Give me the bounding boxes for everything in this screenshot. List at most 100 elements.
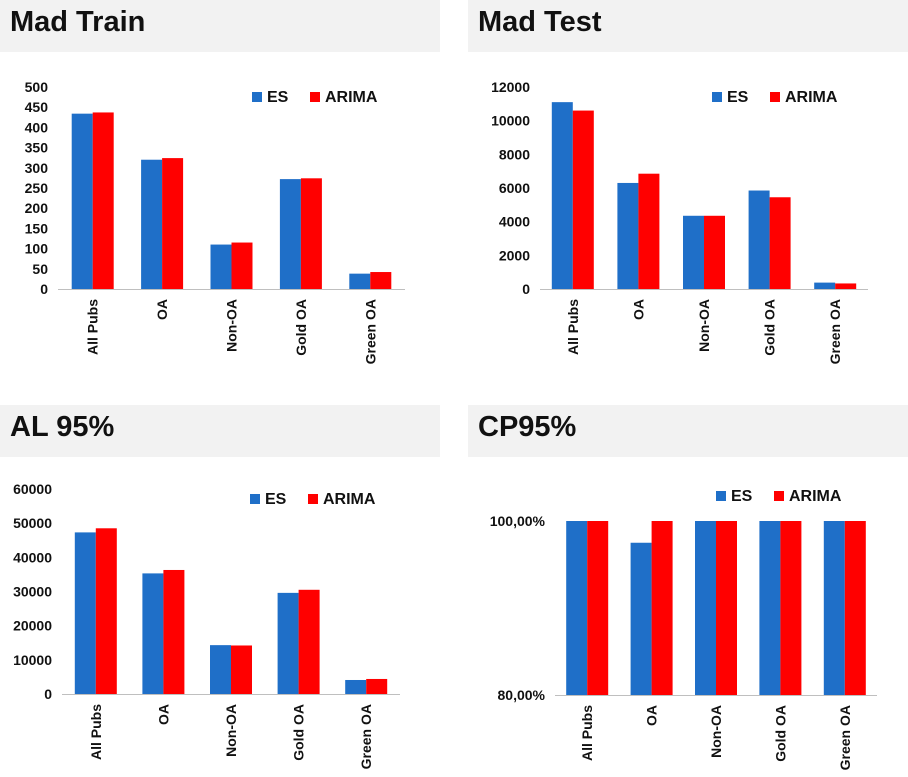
bar-es: [566, 521, 588, 695]
bar-es: [345, 679, 367, 694]
y-tick-label: 100: [25, 241, 49, 257]
bar-es: [71, 113, 93, 289]
bar-arima: [651, 521, 673, 695]
y-tick-label: 350: [25, 140, 49, 156]
legend-label-es: ES: [267, 89, 289, 106]
bar-es: [349, 273, 371, 289]
bar-arima: [95, 528, 117, 694]
chart-panel-al95: AL 95% 60000 50000 40000 30000 20000 10000 0 Al…: [0, 405, 440, 769]
bar-arima: [835, 283, 857, 289]
x-tick-label: OA: [155, 704, 171, 725]
bar-es: [279, 179, 301, 289]
y-tick-label: 300: [25, 160, 49, 176]
bar-arima: [300, 178, 322, 289]
chart-title: CP95%: [478, 411, 577, 443]
x-tick-label: Green OA: [837, 705, 853, 770]
bar-arima: [780, 521, 802, 695]
chart-header: AL 95%: [0, 405, 440, 457]
chart-panel-cp95: CP95% 100,00% 80,00% All Pubs OA Non-OA Gold …: [468, 405, 908, 770]
legend-label-arima: ARIMA: [785, 89, 838, 106]
x-tick-label: Gold OA: [772, 705, 788, 762]
bar-es: [210, 244, 232, 289]
bar-arima: [769, 197, 791, 289]
y-tick-label: 80,00%: [498, 687, 546, 703]
y-tick-label: 40000: [13, 549, 52, 565]
bar-es: [683, 215, 704, 289]
bar-es: [141, 159, 163, 289]
x-tick-label: All Pubs: [579, 705, 595, 761]
x-tick-label: All Pubs: [85, 299, 101, 355]
chart-header: CP95%: [468, 405, 908, 457]
y-tick-label: 60000: [13, 481, 52, 497]
bar-arima: [366, 678, 388, 694]
legend-swatch-arima: [774, 491, 784, 501]
bar-arima: [572, 110, 594, 289]
x-tick-label: Non-OA: [223, 704, 239, 757]
y-tick-label: 200: [25, 200, 49, 216]
bar-es: [630, 542, 652, 695]
y-tick-label: 20000: [13, 618, 52, 634]
legend-label-es: ES: [265, 491, 287, 508]
chart-panel-mad-train: Mad Train 500 450 400 350 300 250 200 150 100 50 0…: [0, 0, 440, 364]
y-tick-label: 12000: [491, 79, 530, 95]
bar-es: [823, 521, 845, 695]
bar-es: [74, 532, 96, 694]
x-tick-label: OA: [154, 299, 170, 320]
y-tick-label: 0: [40, 281, 48, 297]
x-tick-label: Non-OA: [224, 299, 240, 352]
y-tick-label: 250: [25, 180, 49, 196]
x-tick-label: OA: [630, 299, 646, 320]
y-tick-label: 0: [44, 686, 52, 702]
x-tick-label: All Pubs: [88, 704, 104, 760]
bar-es: [210, 645, 231, 694]
bar-arima: [231, 645, 252, 694]
bar-es: [759, 521, 781, 695]
bar-es: [551, 102, 573, 290]
bar-arima: [162, 158, 184, 289]
chart-title: AL 95%: [10, 411, 115, 443]
y-tick-label: 8000: [499, 146, 530, 162]
legend-swatch-es: [250, 494, 260, 504]
x-tick-label: Green OA: [358, 704, 374, 769]
chart-panel-mad-test: Mad Test 12000 10000 8000 6000 4000 2000 0 All …: [468, 0, 908, 364]
legend-swatch-arima: [308, 494, 318, 504]
chart-cp95: 100,00% 80,00% All Pubs OA Non-OA Gold OA Gree…: [490, 488, 877, 770]
chart-title: Mad Train: [10, 6, 146, 38]
y-tick-label: 2000: [499, 247, 530, 263]
y-tick-label: 10000: [13, 652, 52, 668]
bar-arima: [92, 112, 114, 290]
legend-label-arima: ARIMA: [323, 491, 376, 508]
bar-es: [814, 282, 836, 289]
y-tick-label: 0: [522, 281, 530, 297]
x-tick-label: Gold OA: [293, 299, 309, 356]
x-tick-label: Gold OA: [762, 299, 778, 356]
legend-swatch-arima: [310, 92, 320, 102]
y-tick-label: 500: [25, 79, 49, 95]
bar-arima: [638, 173, 660, 289]
bar-arima: [704, 215, 725, 289]
legend-swatch-es: [716, 491, 726, 501]
y-tick-label: 6000: [499, 180, 530, 196]
x-tick-label: Gold OA: [291, 704, 307, 761]
chart-al95: 60000 50000 40000 30000 20000 10000 0 All Pubs O…: [13, 481, 400, 769]
legend-label-arima: ARIMA: [789, 488, 842, 505]
chart-mad-test: 12000 10000 8000 6000 4000 2000 0 All Pubs OA Non…: [491, 79, 868, 364]
legend-label-es: ES: [727, 89, 749, 106]
bar-es: [617, 182, 639, 289]
bar-es: [142, 573, 164, 694]
chart-header: Mad Train: [0, 0, 440, 52]
legend-label-es: ES: [731, 488, 753, 505]
bar-arima: [231, 242, 253, 289]
y-tick-label: 100,00%: [490, 513, 546, 529]
legend-swatch-es: [712, 92, 722, 102]
bar-es: [695, 521, 716, 695]
legend-swatch-es: [252, 92, 262, 102]
bar-arima: [163, 569, 185, 694]
y-tick-label: 450: [25, 99, 49, 115]
chart-header: Mad Test: [468, 0, 908, 52]
x-tick-label: Green OA: [827, 299, 843, 364]
chart-title: Mad Test: [478, 6, 602, 38]
bar-arima: [370, 272, 392, 289]
y-tick-label: 10000: [491, 113, 530, 129]
y-tick-label: 4000: [499, 214, 530, 230]
